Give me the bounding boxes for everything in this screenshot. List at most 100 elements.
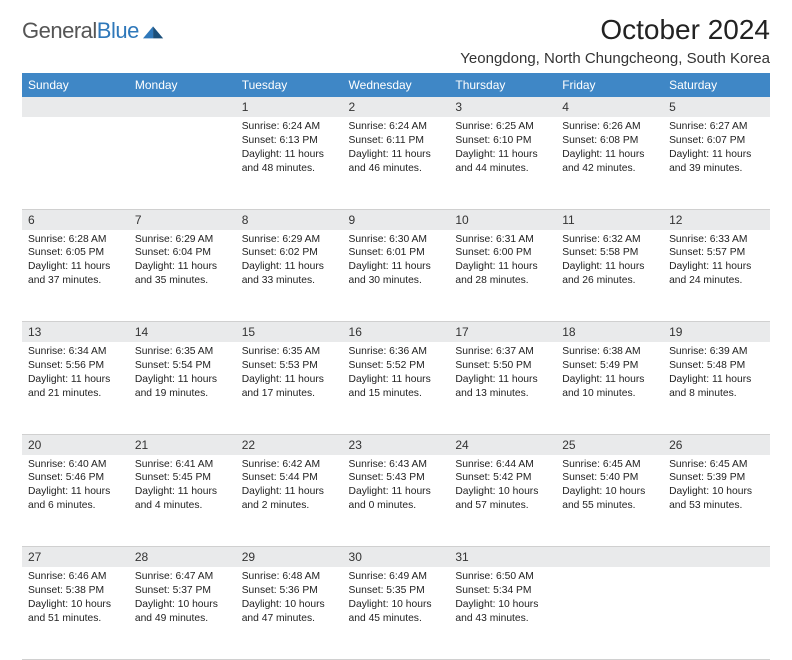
logo-word-general: General: [22, 18, 97, 43]
day-number: 17: [449, 322, 556, 342]
day-body-row: Sunrise: 6:46 AMSunset: 5:38 PMDaylight:…: [22, 567, 770, 659]
day-number: 16: [343, 322, 450, 342]
day-details: Sunrise: 6:32 AMSunset: 5:58 PMDaylight:…: [556, 230, 663, 293]
day-number-cell: 1: [236, 97, 343, 117]
day-details: Sunrise: 6:26 AMSunset: 6:08 PMDaylight:…: [556, 117, 663, 180]
sunrise-line: Sunrise: 6:43 AM: [349, 458, 444, 472]
day-number-cell: 29: [236, 547, 343, 568]
day-details: Sunrise: 6:24 AMSunset: 6:13 PMDaylight:…: [236, 117, 343, 180]
day-number: 18: [556, 322, 663, 342]
day-number-cell: 7: [129, 209, 236, 230]
sunrise-line: Sunrise: 6:35 AM: [242, 345, 337, 359]
daylight-line: Daylight: 11 hours and 30 minutes.: [349, 260, 444, 288]
day-number-cell: [556, 547, 663, 568]
sunset-line: Sunset: 6:00 PM: [455, 246, 550, 260]
day-details: Sunrise: 6:34 AMSunset: 5:56 PMDaylight:…: [22, 342, 129, 405]
sunset-line: Sunset: 5:57 PM: [669, 246, 764, 260]
day-body-cell: Sunrise: 6:26 AMSunset: 6:08 PMDaylight:…: [556, 117, 663, 209]
calendar-table: SundayMondayTuesdayWednesdayThursdayFrid…: [22, 73, 770, 660]
sunset-line: Sunset: 5:37 PM: [135, 584, 230, 598]
day-body-cell: Sunrise: 6:24 AMSunset: 6:13 PMDaylight:…: [236, 117, 343, 209]
daylight-line: Daylight: 11 hours and 35 minutes.: [135, 260, 230, 288]
sunset-line: Sunset: 5:56 PM: [28, 359, 123, 373]
day-number-cell: [22, 97, 129, 117]
day-body-row: Sunrise: 6:28 AMSunset: 6:05 PMDaylight:…: [22, 230, 770, 322]
daylight-line: Daylight: 11 hours and 26 minutes.: [562, 260, 657, 288]
sunrise-line: Sunrise: 6:36 AM: [349, 345, 444, 359]
day-details: Sunrise: 6:37 AMSunset: 5:50 PMDaylight:…: [449, 342, 556, 405]
day-number-cell: 15: [236, 322, 343, 343]
daylight-line: Daylight: 10 hours and 55 minutes.: [562, 485, 657, 513]
sunset-line: Sunset: 5:43 PM: [349, 471, 444, 485]
weekday-header: Wednesday: [343, 73, 450, 97]
sunset-line: Sunset: 5:50 PM: [455, 359, 550, 373]
sunrise-line: Sunrise: 6:33 AM: [669, 233, 764, 247]
day-number: 24: [449, 435, 556, 455]
day-details: Sunrise: 6:42 AMSunset: 5:44 PMDaylight:…: [236, 455, 343, 518]
sunset-line: Sunset: 6:05 PM: [28, 246, 123, 260]
day-body-cell: Sunrise: 6:41 AMSunset: 5:45 PMDaylight:…: [129, 455, 236, 547]
day-body-cell: Sunrise: 6:31 AMSunset: 6:00 PMDaylight:…: [449, 230, 556, 322]
day-number: 10: [449, 210, 556, 230]
sunrise-line: Sunrise: 6:31 AM: [455, 233, 550, 247]
day-body-cell: Sunrise: 6:47 AMSunset: 5:37 PMDaylight:…: [129, 567, 236, 659]
daylight-line: Daylight: 11 hours and 17 minutes.: [242, 373, 337, 401]
sunset-line: Sunset: 5:45 PM: [135, 471, 230, 485]
day-body-cell: Sunrise: 6:24 AMSunset: 6:11 PMDaylight:…: [343, 117, 450, 209]
daylight-line: Daylight: 11 hours and 42 minutes.: [562, 148, 657, 176]
day-number-cell: 16: [343, 322, 450, 343]
weekday-header: Monday: [129, 73, 236, 97]
day-number: [22, 97, 129, 117]
day-body-cell: Sunrise: 6:37 AMSunset: 5:50 PMDaylight:…: [449, 342, 556, 434]
day-body-cell: Sunrise: 6:29 AMSunset: 6:02 PMDaylight:…: [236, 230, 343, 322]
day-number: 27: [22, 547, 129, 567]
day-number-cell: 23: [343, 434, 450, 455]
day-number: 23: [343, 435, 450, 455]
sunrise-line: Sunrise: 6:45 AM: [669, 458, 764, 472]
daylight-line: Daylight: 11 hours and 19 minutes.: [135, 373, 230, 401]
sunset-line: Sunset: 6:08 PM: [562, 134, 657, 148]
day-number-cell: 12: [663, 209, 770, 230]
day-body-cell: Sunrise: 6:44 AMSunset: 5:42 PMDaylight:…: [449, 455, 556, 547]
day-details: Sunrise: 6:35 AMSunset: 5:54 PMDaylight:…: [129, 342, 236, 405]
day-number-cell: 9: [343, 209, 450, 230]
day-details: Sunrise: 6:30 AMSunset: 6:01 PMDaylight:…: [343, 230, 450, 293]
sunrise-line: Sunrise: 6:47 AM: [135, 570, 230, 584]
title-block: October 2024 Yeongdong, North Chungcheon…: [460, 14, 770, 67]
day-details: Sunrise: 6:41 AMSunset: 5:45 PMDaylight:…: [129, 455, 236, 518]
day-body-cell: Sunrise: 6:30 AMSunset: 6:01 PMDaylight:…: [343, 230, 450, 322]
page-subtitle: Yeongdong, North Chungcheong, South Kore…: [460, 50, 770, 67]
day-number-cell: 20: [22, 434, 129, 455]
sunset-line: Sunset: 6:01 PM: [349, 246, 444, 260]
day-number: [663, 547, 770, 567]
day-number: 9: [343, 210, 450, 230]
day-number-cell: 11: [556, 209, 663, 230]
day-body-cell: Sunrise: 6:49 AMSunset: 5:35 PMDaylight:…: [343, 567, 450, 659]
weekday-header: Tuesday: [236, 73, 343, 97]
day-number: 3: [449, 97, 556, 117]
day-details: Sunrise: 6:38 AMSunset: 5:49 PMDaylight:…: [556, 342, 663, 405]
logo-word-blue: Blue: [97, 18, 139, 43]
sunset-line: Sunset: 5:36 PM: [242, 584, 337, 598]
daylight-line: Daylight: 11 hours and 33 minutes.: [242, 260, 337, 288]
sunrise-line: Sunrise: 6:42 AM: [242, 458, 337, 472]
daylight-line: Daylight: 11 hours and 48 minutes.: [242, 148, 337, 176]
daylight-line: Daylight: 11 hours and 2 minutes.: [242, 485, 337, 513]
day-details: Sunrise: 6:29 AMSunset: 6:04 PMDaylight:…: [129, 230, 236, 293]
day-number: 31: [449, 547, 556, 567]
day-number: 6: [22, 210, 129, 230]
daylight-line: Daylight: 11 hours and 44 minutes.: [455, 148, 550, 176]
day-number-cell: 30: [343, 547, 450, 568]
day-details: Sunrise: 6:44 AMSunset: 5:42 PMDaylight:…: [449, 455, 556, 518]
sunrise-line: Sunrise: 6:27 AM: [669, 120, 764, 134]
day-number-row: 20212223242526: [22, 434, 770, 455]
day-body-cell: Sunrise: 6:50 AMSunset: 5:34 PMDaylight:…: [449, 567, 556, 659]
day-body-cell: [663, 567, 770, 659]
sunrise-line: Sunrise: 6:24 AM: [349, 120, 444, 134]
sunset-line: Sunset: 6:10 PM: [455, 134, 550, 148]
day-number-cell: 27: [22, 547, 129, 568]
day-number-cell: 13: [22, 322, 129, 343]
day-details: Sunrise: 6:35 AMSunset: 5:53 PMDaylight:…: [236, 342, 343, 405]
day-number: 19: [663, 322, 770, 342]
day-body-cell: Sunrise: 6:33 AMSunset: 5:57 PMDaylight:…: [663, 230, 770, 322]
